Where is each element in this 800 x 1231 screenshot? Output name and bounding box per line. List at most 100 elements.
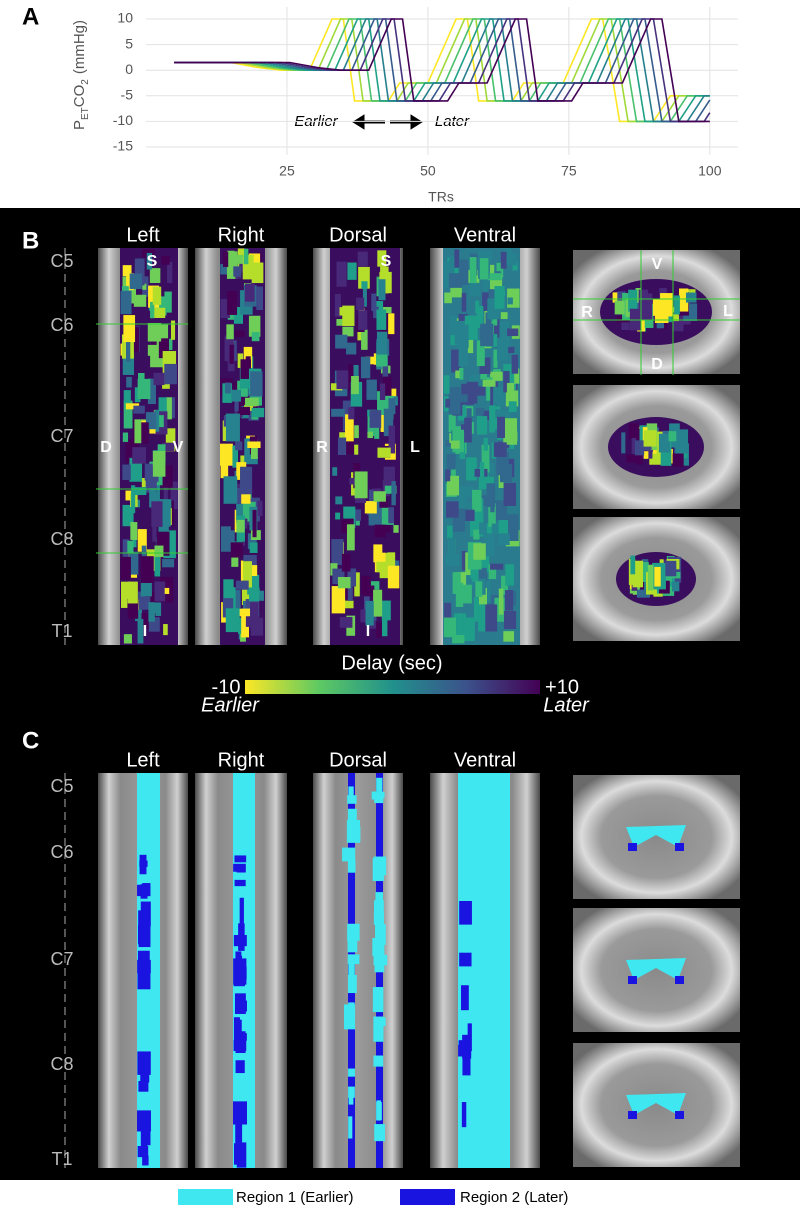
voxel [344, 1004, 356, 1030]
y-tick-label: -5 [121, 87, 134, 103]
voxel [461, 985, 469, 1011]
colorbar-note: Earlier [201, 694, 260, 716]
voxel [472, 489, 482, 512]
voxel [240, 359, 251, 379]
voxel [506, 382, 515, 399]
voxel [138, 596, 151, 610]
voxel [463, 617, 475, 642]
orientation-label: D [651, 356, 663, 373]
orientation-label: D [100, 439, 112, 456]
y-axis-label: PETCO2 (mmHg) [71, 20, 91, 130]
voxel [347, 262, 357, 280]
voxel [247, 441, 261, 449]
voxel [371, 791, 384, 800]
voxel [361, 575, 371, 595]
voxel [473, 543, 486, 560]
voxel [374, 524, 387, 538]
region [458, 773, 510, 1168]
level-label: T1 [51, 1149, 72, 1169]
voxel [476, 407, 485, 416]
voxel [337, 437, 347, 455]
voxel [234, 855, 247, 863]
voxel [364, 501, 377, 514]
voxel [379, 383, 386, 401]
voxel [494, 286, 505, 309]
voxel [249, 542, 258, 553]
voxel [237, 380, 248, 397]
voxel [354, 471, 368, 499]
voxel [469, 257, 477, 284]
voxel [512, 261, 518, 271]
voxel [449, 316, 457, 336]
colorbar-label: +10 [545, 676, 579, 698]
level-label: C5 [50, 776, 73, 796]
voxel [443, 261, 454, 288]
voxel [362, 288, 367, 307]
voxel [145, 412, 157, 430]
voxel [482, 379, 496, 387]
voxel [632, 560, 644, 588]
column-header: Dorsal [329, 749, 387, 771]
voxel [452, 572, 461, 594]
voxel [220, 460, 229, 479]
voxel [159, 499, 171, 527]
voxel [479, 258, 489, 280]
voxel [153, 602, 162, 616]
voxel [243, 248, 249, 265]
voxel [239, 897, 244, 926]
voxel [137, 1146, 149, 1158]
voxel [149, 488, 157, 508]
voxel [383, 522, 391, 533]
voxel [350, 381, 363, 407]
voxel [234, 1033, 247, 1041]
legend-label: Region 2 (Later) [460, 1189, 568, 1206]
voxel [228, 530, 235, 548]
voxel [654, 566, 661, 587]
voxel [244, 404, 257, 411]
voxel [235, 1060, 245, 1074]
voxel [372, 857, 384, 882]
y-tick-label: 0 [125, 61, 133, 77]
voxel [342, 600, 354, 609]
voxel [461, 292, 467, 312]
voxel [478, 587, 487, 609]
voxel [348, 1086, 355, 1098]
axial-region [675, 1111, 684, 1119]
voxel [469, 375, 480, 383]
voxel [503, 631, 515, 642]
voxel [234, 993, 246, 1014]
voxel [505, 564, 515, 586]
voxel [354, 425, 359, 439]
column-header: Ventral [454, 749, 516, 771]
voxel [220, 298, 230, 318]
voxel [488, 503, 496, 527]
voxel [465, 509, 475, 521]
voxel [132, 447, 147, 464]
voxel [503, 482, 517, 506]
voxel [149, 268, 161, 284]
voxel [126, 376, 132, 388]
voxel [448, 387, 461, 415]
voxel [499, 410, 512, 422]
voxel [123, 315, 136, 343]
voxel [665, 560, 677, 577]
voxel [373, 306, 379, 319]
colorbar [245, 680, 540, 694]
voxel [248, 253, 261, 267]
voxel [332, 467, 338, 476]
voxel [357, 251, 368, 267]
voxel [376, 309, 387, 330]
level-label: C5 [50, 251, 73, 271]
voxel [449, 255, 455, 277]
voxel [643, 451, 649, 459]
voxel [151, 501, 163, 527]
voxel [638, 289, 649, 311]
orientation-label: L [723, 303, 733, 320]
voxel [347, 923, 360, 941]
level-label: C7 [50, 949, 73, 969]
voxel [331, 586, 346, 614]
voxel [237, 353, 244, 368]
voxel [239, 608, 251, 617]
voxel [444, 292, 452, 304]
voxel [139, 854, 147, 875]
